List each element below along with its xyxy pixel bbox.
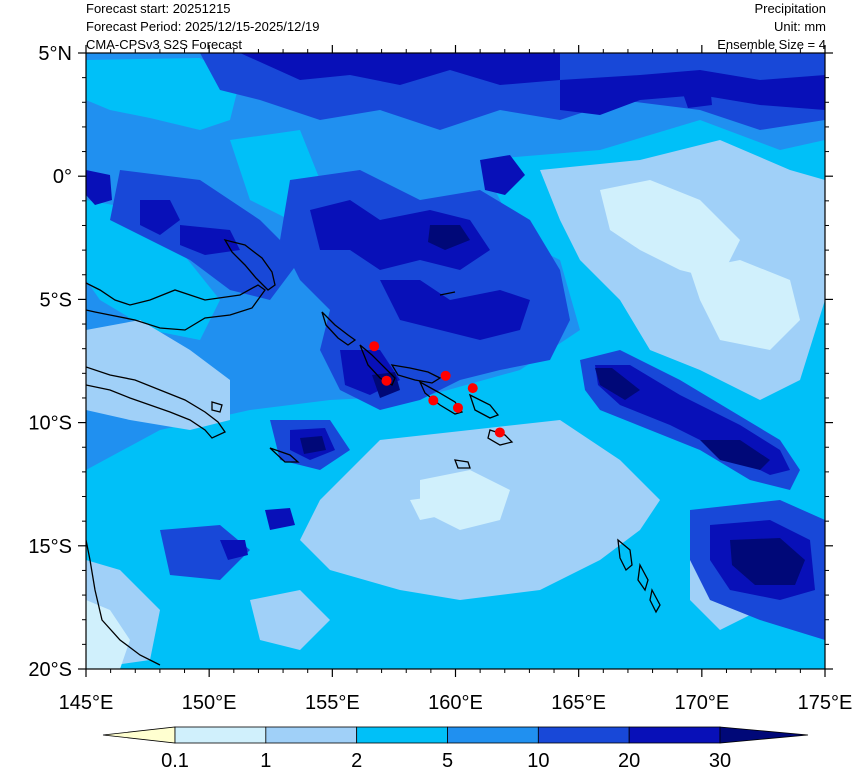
axis-ticks: 145°E 150°E 155°E 160°E 165°E 170°E 175°E 5°N 0°… bbox=[28, 43, 852, 714]
colorbar-segment bbox=[265, 726, 358, 744]
colorbar-high-triangle bbox=[719, 726, 809, 744]
variable-name-text: Precipitation bbox=[754, 1, 826, 16]
colorbar-label: 10 bbox=[527, 750, 549, 771]
station-marker bbox=[494, 427, 505, 438]
colorbar-segment bbox=[628, 726, 721, 744]
precipitation-field bbox=[86, 53, 825, 669]
y-tick-label: 0° bbox=[53, 166, 72, 188]
y-tick-label: 5°N bbox=[38, 43, 72, 65]
station-marker bbox=[440, 370, 451, 381]
y-tick-label: 15°S bbox=[28, 536, 72, 558]
colorbar-segment bbox=[356, 726, 448, 744]
colorbar-segment bbox=[447, 726, 539, 744]
colorbar-label: 20 bbox=[618, 750, 640, 771]
station-marker bbox=[369, 341, 380, 352]
x-tick-label: 175°E bbox=[798, 692, 853, 714]
ensemble-size-text: Ensemble Size = 4 bbox=[717, 37, 826, 52]
colorbar-label: 0.1 bbox=[161, 750, 189, 771]
colorbar-segment bbox=[174, 726, 267, 744]
station-marker bbox=[467, 383, 478, 394]
colorbar: 0.1 1 2 5 10 20 30 bbox=[102, 726, 809, 771]
station-markers bbox=[369, 341, 505, 438]
colorbar-label: 2 bbox=[351, 750, 362, 771]
station-marker bbox=[452, 402, 463, 413]
y-tick-label: 5°S bbox=[40, 289, 72, 311]
colorbar-label: 1 bbox=[260, 750, 271, 771]
x-tick-label: 160°E bbox=[428, 692, 483, 714]
x-tick-label: 170°E bbox=[674, 692, 729, 714]
x-tick-label: 150°E bbox=[182, 692, 237, 714]
station-marker bbox=[381, 375, 392, 386]
unit-text: Unit: mm bbox=[774, 19, 826, 34]
x-tick-label: 165°E bbox=[551, 692, 606, 714]
precip-0.1-1-regions bbox=[86, 180, 800, 669]
x-tick-label: 145°E bbox=[59, 692, 114, 714]
colorbar-label: 5 bbox=[442, 750, 453, 771]
forecast-period-text: Forecast Period: 2025/12/15-2025/12/19 bbox=[86, 19, 320, 34]
coastlines bbox=[86, 238, 661, 666]
colorbar-segment bbox=[537, 726, 630, 744]
y-tick-label: 20°S bbox=[28, 659, 72, 681]
station-marker bbox=[428, 395, 439, 406]
colorbar-label: 30 bbox=[709, 750, 731, 771]
y-tick-label: 10°S bbox=[28, 413, 72, 435]
colorbar-low-triangle bbox=[102, 726, 176, 744]
x-tick-label: 155°E bbox=[305, 692, 360, 714]
forecast-start-text: Forecast start: 20251215 bbox=[86, 1, 231, 16]
model-name-text: CMA-CPSv3 S2S Forecast bbox=[86, 37, 243, 52]
